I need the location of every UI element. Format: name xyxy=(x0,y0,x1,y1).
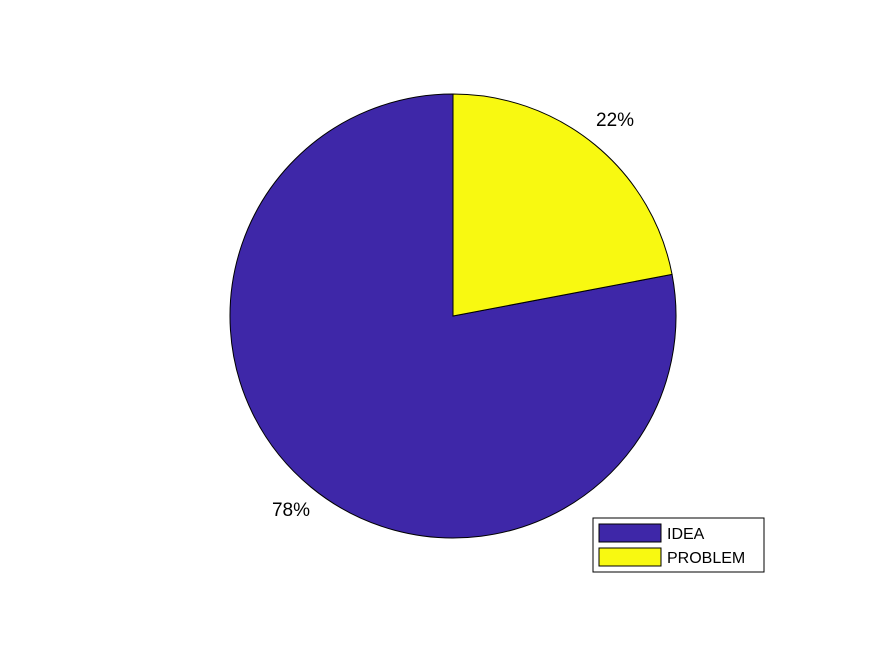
pie-slices xyxy=(229,93,677,539)
legend: IDEA PROBLEM xyxy=(592,517,765,573)
pie-slice-labels: 78% 22% xyxy=(272,110,634,521)
pie-slice-problem xyxy=(452,93,673,317)
slice-label-idea: 78% xyxy=(272,500,310,521)
slice-label-problem: 22% xyxy=(596,110,634,131)
legend-swatch-problem xyxy=(598,547,662,567)
legend-label-problem: PROBLEM xyxy=(667,550,745,567)
legend-label-idea: IDEA xyxy=(667,526,705,543)
legend-swatch-idea xyxy=(598,523,662,543)
